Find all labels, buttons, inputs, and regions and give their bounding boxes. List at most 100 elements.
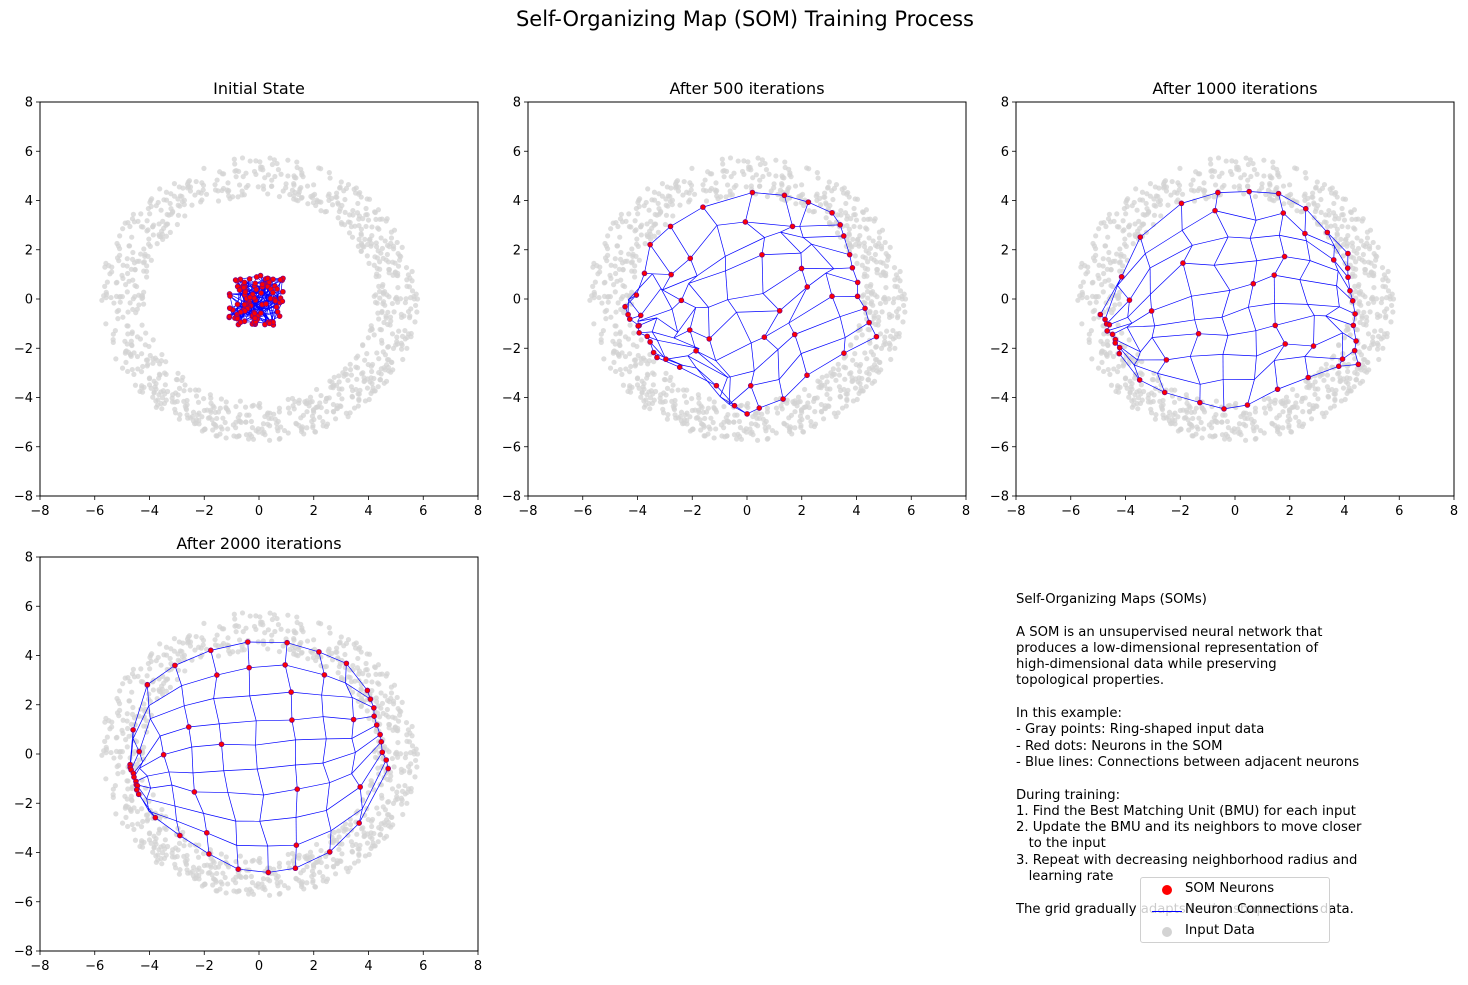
input-point (223, 435, 229, 441)
input-point (364, 241, 371, 248)
input-point (1120, 228, 1126, 234)
input-point (378, 792, 385, 798)
input-point (1208, 161, 1214, 167)
input-point (622, 334, 629, 340)
som-neuron (350, 716, 357, 723)
input-point (172, 861, 178, 867)
input-point (294, 614, 300, 620)
input-point (1280, 425, 1286, 431)
input-point (1342, 396, 1348, 403)
input-point (196, 644, 202, 650)
input-point (1159, 405, 1165, 411)
input-point (1183, 392, 1189, 398)
input-point (619, 219, 626, 225)
connection-line (727, 299, 737, 313)
input-point (276, 436, 282, 442)
input-point (342, 821, 348, 827)
input-point (1176, 182, 1183, 188)
input-point (1287, 191, 1294, 197)
input-point (814, 395, 820, 401)
som-neuron (385, 765, 391, 772)
input-point (129, 785, 135, 792)
connection-line (321, 674, 325, 696)
y-tick-label: −4 (14, 846, 33, 861)
input-point (1138, 382, 1144, 388)
x-tick-label: −4 (1116, 504, 1135, 519)
input-point (132, 266, 138, 273)
input-point (1225, 433, 1231, 439)
input-point (1242, 437, 1249, 443)
input-point (1349, 216, 1355, 223)
connection-line (1164, 392, 1200, 403)
x-tick-label: 0 (255, 959, 263, 974)
input-point (123, 359, 129, 365)
input-point (133, 310, 139, 316)
som-neuron (1339, 356, 1346, 362)
input-point (338, 674, 345, 681)
input-point (283, 181, 289, 187)
input-point (713, 189, 719, 195)
input-point (1175, 414, 1181, 420)
input-point (170, 847, 176, 853)
input-point (805, 400, 811, 406)
input-point (233, 858, 239, 865)
input-point (298, 166, 304, 172)
input-point (388, 235, 395, 241)
input-point (687, 414, 693, 420)
som-neuron (1246, 188, 1252, 195)
connection-line (649, 244, 672, 275)
connection-line (689, 225, 718, 259)
input-point (196, 842, 202, 848)
y-tick-label: −2 (502, 342, 521, 357)
input-point (881, 342, 887, 348)
input-point (311, 637, 317, 643)
input-point (402, 327, 408, 334)
input-point (407, 295, 414, 301)
connection-line (728, 385, 751, 405)
input-point (378, 250, 384, 256)
input-point (153, 404, 159, 410)
connection-line (1151, 337, 1167, 361)
som-neuron (284, 639, 290, 646)
input-point (1319, 185, 1326, 192)
input-point (1210, 434, 1216, 440)
som-neuron (241, 301, 248, 308)
connection-line (673, 332, 678, 339)
input-point (157, 186, 163, 192)
y-tick-label: −8 (502, 490, 521, 505)
connection-line (1194, 316, 1222, 321)
input-point (764, 405, 771, 411)
input-point (1287, 409, 1293, 415)
input-point (366, 851, 372, 858)
connection-line (1223, 404, 1248, 410)
input-point (1243, 410, 1249, 416)
input-point (176, 385, 183, 391)
input-point (153, 836, 159, 842)
input-point (378, 690, 384, 696)
connection-line (1327, 232, 1349, 254)
input-point (708, 415, 714, 421)
som-neuron (846, 251, 853, 258)
input-point (587, 297, 593, 303)
connection-line (329, 773, 352, 784)
input-point (338, 219, 345, 226)
connection-line (249, 664, 286, 669)
input-point (1115, 389, 1122, 395)
input-point (328, 839, 334, 845)
input-point (663, 212, 670, 218)
y-tick-label: 0 (1001, 293, 1009, 308)
input-point (298, 195, 305, 201)
input-point (114, 695, 120, 702)
input-point (363, 660, 369, 667)
input-point (225, 426, 231, 432)
input-point (1134, 389, 1140, 395)
input-point (196, 387, 202, 393)
connection-line (1117, 253, 1146, 286)
input-point (215, 198, 222, 204)
input-point (139, 322, 145, 328)
connection-line (290, 692, 293, 721)
input-point (1348, 209, 1354, 216)
input-point (372, 254, 378, 260)
input-point (611, 282, 617, 288)
input-point (246, 412, 252, 418)
